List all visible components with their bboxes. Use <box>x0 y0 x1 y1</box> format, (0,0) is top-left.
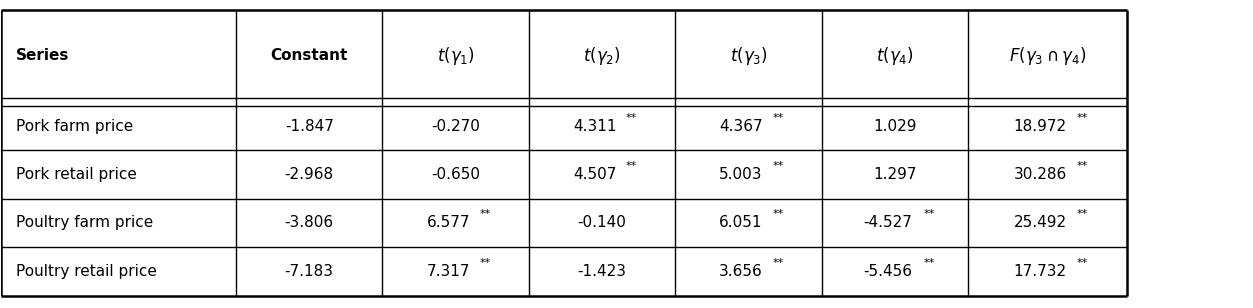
Text: -3.806: -3.806 <box>284 216 333 230</box>
Text: -1.423: -1.423 <box>578 264 626 279</box>
Text: 1.297: 1.297 <box>873 167 917 182</box>
Text: -0.650: -0.650 <box>431 167 480 182</box>
Text: **: ** <box>923 209 935 219</box>
Text: 6.051: 6.051 <box>719 216 763 230</box>
Text: $F(\gamma_3 \cap \gamma_4)$: $F(\gamma_3 \cap \gamma_4)$ <box>1009 45 1086 67</box>
Text: **: ** <box>480 209 491 219</box>
Text: 4.311: 4.311 <box>573 119 616 134</box>
Text: Pork farm price: Pork farm price <box>16 119 133 134</box>
Text: 5.003: 5.003 <box>719 167 763 182</box>
Text: 7.317: 7.317 <box>426 264 470 279</box>
Text: **: ** <box>772 161 783 171</box>
Text: -1.847: -1.847 <box>284 119 333 134</box>
Text: -0.270: -0.270 <box>431 119 480 134</box>
Text: **: ** <box>626 161 637 171</box>
Text: **: ** <box>923 258 935 268</box>
Text: -0.140: -0.140 <box>578 216 626 230</box>
Text: 3.656: 3.656 <box>719 264 763 279</box>
Text: **: ** <box>772 258 783 268</box>
Text: 4.507: 4.507 <box>573 167 616 182</box>
Text: 4.367: 4.367 <box>719 119 763 134</box>
Text: 18.972: 18.972 <box>1014 119 1066 134</box>
Text: **: ** <box>1076 209 1088 219</box>
Text: **: ** <box>480 258 491 268</box>
Text: 1.029: 1.029 <box>873 119 917 134</box>
Text: Poultry retail price: Poultry retail price <box>16 264 157 279</box>
Text: $t(\gamma_1)$: $t(\gamma_1)$ <box>437 45 475 67</box>
Text: $t(\gamma_3)$: $t(\gamma_3)$ <box>729 45 767 67</box>
Text: -4.527: -4.527 <box>863 216 912 230</box>
Text: Poultry farm price: Poultry farm price <box>16 216 153 230</box>
Text: Pork retail price: Pork retail price <box>16 167 137 182</box>
Text: 25.492: 25.492 <box>1014 216 1066 230</box>
Text: **: ** <box>772 112 783 123</box>
Text: Constant: Constant <box>271 48 348 63</box>
Text: 30.286: 30.286 <box>1014 167 1066 182</box>
Text: -5.456: -5.456 <box>863 264 912 279</box>
Text: 17.732: 17.732 <box>1014 264 1066 279</box>
Text: -2.968: -2.968 <box>284 167 333 182</box>
Text: **: ** <box>1076 112 1088 123</box>
Text: **: ** <box>1076 258 1088 268</box>
Text: $t(\gamma_4)$: $t(\gamma_4)$ <box>876 45 913 67</box>
Text: Series: Series <box>16 48 69 63</box>
Text: **: ** <box>1076 161 1088 171</box>
Text: -7.183: -7.183 <box>284 264 333 279</box>
Text: 6.577: 6.577 <box>426 216 470 230</box>
Text: **: ** <box>626 112 637 123</box>
Text: **: ** <box>772 209 783 219</box>
Text: $t(\gamma_2)$: $t(\gamma_2)$ <box>583 45 621 67</box>
